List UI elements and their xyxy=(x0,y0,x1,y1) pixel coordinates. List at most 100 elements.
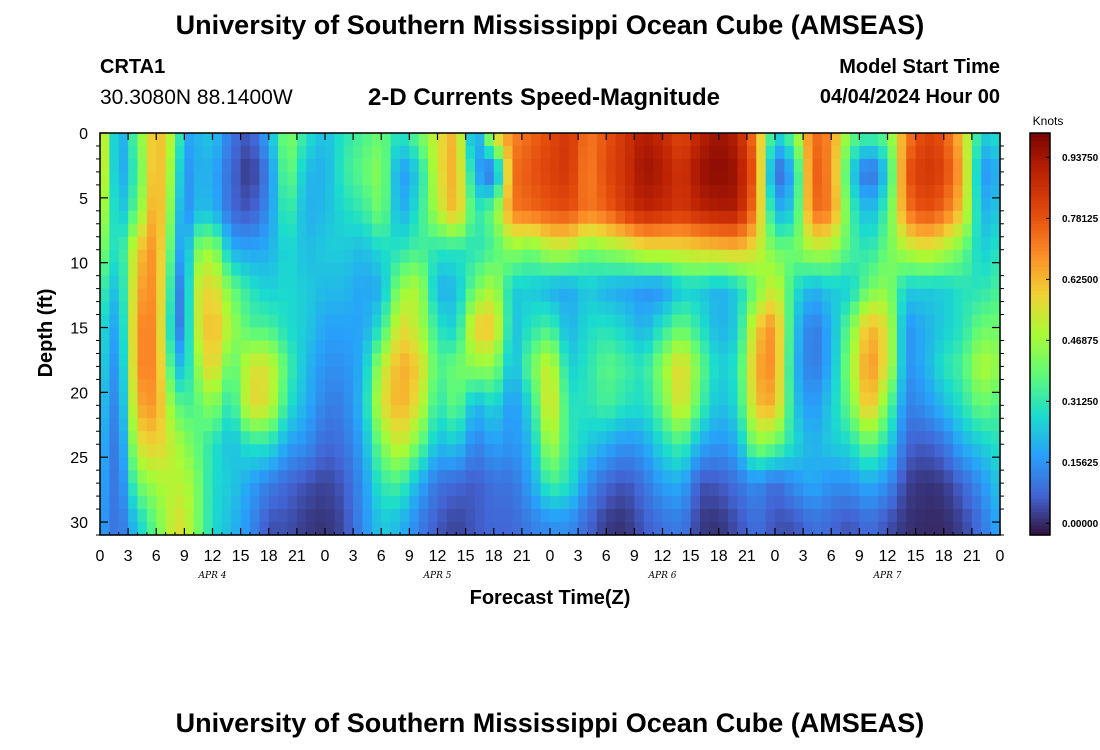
heatmap-cell xyxy=(859,405,870,419)
heatmap-cell xyxy=(128,133,139,147)
heatmap-cell xyxy=(212,210,223,225)
heatmap-cell xyxy=(540,496,551,510)
heatmap-cell xyxy=(550,301,560,316)
heatmap-cell xyxy=(203,197,214,212)
heatmap-cell xyxy=(690,184,701,199)
heatmap-cell xyxy=(671,249,682,264)
heatmap-cell xyxy=(859,288,870,303)
heatmap-cell xyxy=(653,392,664,406)
heatmap-cell xyxy=(184,236,195,251)
heatmap-cell xyxy=(203,509,214,523)
heatmap-cell xyxy=(671,327,682,342)
heatmap-cell xyxy=(756,301,767,316)
heatmap-cell xyxy=(156,522,167,536)
heatmap-cell xyxy=(821,353,832,368)
heatmap-cell xyxy=(193,392,204,406)
heatmap-cell xyxy=(831,327,842,342)
heatmap-cell xyxy=(296,158,307,173)
heatmap-cell xyxy=(484,223,495,238)
heatmap-cell xyxy=(634,314,645,329)
heatmap-cell xyxy=(231,236,242,251)
heatmap-cell xyxy=(456,249,467,264)
heatmap-cell xyxy=(362,457,373,471)
heatmap-cell xyxy=(100,522,110,536)
heatmap-cell xyxy=(812,210,823,225)
heatmap-cell xyxy=(409,483,420,497)
heatmap-cell xyxy=(971,327,982,342)
heatmap-cell xyxy=(606,483,617,497)
heatmap-cell xyxy=(278,522,289,536)
heatmap-cell xyxy=(925,197,935,212)
heatmap-cell xyxy=(418,483,429,497)
heatmap-cell xyxy=(353,431,364,445)
heatmap-cell xyxy=(962,509,973,523)
heatmap-cell xyxy=(437,197,448,212)
heatmap-cell xyxy=(634,483,645,497)
heatmap-cell xyxy=(240,509,251,523)
heatmap-cell xyxy=(971,509,982,523)
heatmap-cell xyxy=(456,262,467,277)
heatmap-cell xyxy=(746,197,757,212)
heatmap-cell xyxy=(165,444,176,458)
colorbar-segment xyxy=(1030,277,1050,281)
heatmap-cell xyxy=(231,457,242,471)
heatmap-cell xyxy=(662,314,673,329)
heatmap-cell xyxy=(343,210,354,225)
heatmap-cell xyxy=(418,327,429,342)
heatmap-cell xyxy=(615,184,626,199)
heatmap-cell xyxy=(606,314,617,329)
heatmap-cell xyxy=(887,210,898,225)
heatmap-cell xyxy=(250,275,260,290)
heatmap-cell xyxy=(700,236,710,251)
heatmap-cell xyxy=(559,158,570,173)
heatmap-cell xyxy=(868,379,879,393)
heatmap-cell xyxy=(793,262,804,277)
heatmap-cell xyxy=(128,444,139,458)
heatmap-cell xyxy=(709,184,720,199)
heatmap-cell xyxy=(559,275,570,290)
heatmap-cell xyxy=(353,405,364,419)
heatmap-cell xyxy=(437,275,448,290)
heatmap-cell xyxy=(390,133,401,147)
heatmap-cell xyxy=(184,249,195,264)
heatmap-cell xyxy=(953,223,964,238)
heatmap-cell xyxy=(615,522,626,536)
heatmap-cell xyxy=(962,210,973,225)
heatmap-cell xyxy=(353,418,364,432)
heatmap-cell xyxy=(596,301,607,316)
heatmap-cell xyxy=(362,483,373,497)
heatmap-cell xyxy=(493,301,504,316)
heatmap-cell xyxy=(859,184,870,199)
heatmap-cell xyxy=(371,210,382,225)
heatmap-cell xyxy=(690,522,701,536)
colorbar-segment xyxy=(1030,447,1050,452)
heatmap-cell xyxy=(850,301,860,316)
heatmap-cell xyxy=(746,275,757,290)
heatmap-cell xyxy=(353,496,364,510)
heatmap-cell xyxy=(334,379,345,393)
heatmap-cell xyxy=(925,470,935,484)
day-label: APR 7 xyxy=(873,571,902,581)
heatmap-cell xyxy=(850,457,860,471)
heatmap-cell xyxy=(878,366,889,380)
colorbar-segment xyxy=(1030,146,1050,151)
heatmap-cell xyxy=(175,301,185,316)
heatmap-cell xyxy=(531,197,542,212)
heatmap-cell xyxy=(896,470,907,484)
heatmap-cell xyxy=(250,133,260,147)
heatmap-cell xyxy=(484,262,495,277)
heatmap-cell xyxy=(203,301,214,316)
heatmap-cell xyxy=(915,249,926,264)
heatmap-cell xyxy=(746,353,757,368)
heatmap-cell xyxy=(934,236,945,251)
heatmap-cell xyxy=(709,314,720,329)
heatmap-cell xyxy=(212,314,223,329)
heatmap-cell xyxy=(868,327,879,342)
heatmap-cell xyxy=(906,327,917,342)
heatmap-cell xyxy=(118,145,129,160)
heatmap-cell xyxy=(259,379,270,393)
heatmap-cell xyxy=(137,314,148,329)
heatmap-cell xyxy=(540,288,551,303)
heatmap-cell xyxy=(146,392,157,406)
heatmap-cell xyxy=(512,288,523,303)
